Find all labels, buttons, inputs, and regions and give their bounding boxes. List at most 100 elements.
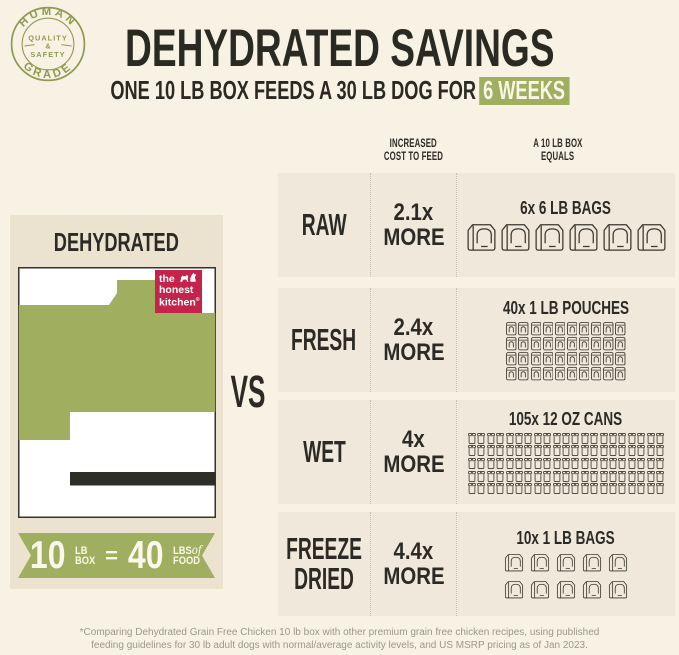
can-icon [656, 483, 664, 494]
multiplier: 4x [402, 426, 425, 453]
can-icon [656, 471, 664, 482]
bag-icon [582, 552, 602, 573]
can-icon [600, 458, 608, 469]
can-icon [477, 458, 485, 469]
can-icon [487, 471, 495, 482]
page-title: DEHYDRATED SAVINGS [124, 19, 555, 78]
bag-icon [608, 552, 628, 573]
bag-icon [534, 222, 565, 252]
can-icon [609, 445, 617, 456]
pouch-icon [555, 352, 566, 366]
column-header-increased-cost: INCREASED COST TO FEED [383, 136, 443, 163]
fresh-pouches-grid [506, 322, 625, 381]
icons-caption: 40x 1 LB POUCHES [502, 298, 630, 319]
bag-icon [568, 222, 599, 252]
pouch-icon [506, 352, 517, 366]
row-label-cell: FREEZE DRIED [278, 512, 370, 616]
can-icon [618, 471, 626, 482]
can-icon [562, 445, 570, 456]
can-icon [647, 433, 655, 444]
can-icon [487, 433, 495, 444]
can-icon [506, 471, 514, 482]
row-label-cell: WET [278, 400, 370, 504]
can-icon [524, 458, 532, 469]
can-icon [562, 458, 570, 469]
pouch-icon [591, 352, 602, 366]
logo-line-kitchen: kitchen® [159, 296, 200, 309]
can-icon [524, 445, 532, 456]
can-icon [600, 433, 608, 444]
can-icon [515, 483, 523, 494]
pouch-icon [591, 367, 602, 381]
pouch-icon [567, 322, 578, 336]
can-icon [524, 433, 532, 444]
can-icon [628, 458, 636, 469]
cat-and-dog-icon [180, 272, 196, 282]
can-icon [515, 445, 523, 456]
badge-divider-dashes [24, 44, 72, 47]
icons-caption: 10x 1 LB BAGS [516, 527, 616, 548]
can-icon [496, 458, 504, 469]
can-icon [468, 471, 476, 482]
can-icon [506, 445, 514, 456]
bag-icon [582, 579, 602, 600]
can-icon [553, 445, 561, 456]
multiplier: 2.4x [393, 314, 434, 341]
can-icon [618, 458, 626, 469]
can-icon [609, 433, 617, 444]
can-icon [590, 483, 598, 494]
pouch-icon [518, 352, 529, 366]
can-icon [553, 471, 561, 482]
can-icon [571, 445, 579, 456]
can-icon [600, 483, 608, 494]
more-label: MORE [382, 451, 445, 478]
footnote-line-1: *Comparing Dehydrated Grain Free Chicken… [79, 627, 600, 638]
can-icon [647, 445, 655, 456]
can-icon [609, 471, 617, 482]
comparison-row-wet: WET 4x MORE 105x 12 OZ CANS [278, 400, 675, 504]
more-label: MORE [382, 339, 445, 366]
can-icon [600, 445, 608, 456]
can-icon [562, 433, 570, 444]
can-icon [656, 445, 664, 456]
row-icons-cell: 10x 1 LB BAGS [456, 512, 675, 616]
row-icons-cell: 6x 6 LB BAGS [456, 173, 675, 277]
page-subtitle: ONE 10 LB BOX FEEDS A 30 LB DOG FOR 6 WEE… [0, 77, 679, 105]
pouch-icon [531, 352, 542, 366]
can-icon [581, 471, 589, 482]
can-icon [581, 458, 589, 469]
row-value-cell: 2.1x MORE [370, 173, 456, 277]
can-icon [496, 483, 504, 494]
can-icon [487, 458, 495, 469]
box-dark-bar [70, 472, 216, 486]
pouch-icon [555, 337, 566, 351]
can-icon [571, 483, 579, 494]
can-icon [637, 458, 645, 469]
icons-caption: 6x 6 LB BAGS [520, 197, 612, 218]
pouch-icon [579, 367, 590, 381]
can-icon [637, 483, 645, 494]
wet-cans-grid [468, 433, 664, 494]
can-icon [543, 445, 551, 456]
row-icons-cell: 105x 12 OZ CANS [456, 400, 675, 504]
pouch-icon [591, 337, 602, 351]
can-icon [534, 458, 542, 469]
pouch-icon [615, 367, 626, 381]
can-icon [496, 471, 504, 482]
can-icon [618, 445, 626, 456]
can-icon [506, 458, 514, 469]
ribbon-lb-box: LB BOX [75, 544, 96, 567]
can-icon [477, 445, 485, 456]
freeze-dried-bags-grid [504, 552, 628, 600]
pouch-icon [615, 352, 626, 366]
can-icon [656, 458, 664, 469]
multiplier: 4.4x [393, 538, 434, 565]
pouch-icon [567, 352, 578, 366]
logo-line-the: the [159, 273, 175, 285]
can-icon [628, 433, 636, 444]
logo-line-honest: honest [159, 283, 194, 296]
honest-kitchen-logo: the honest kitchen® [155, 270, 202, 313]
row-value-cell: 4x MORE [370, 400, 456, 504]
can-icon [590, 458, 598, 469]
vs-divider: VS [230, 366, 266, 417]
